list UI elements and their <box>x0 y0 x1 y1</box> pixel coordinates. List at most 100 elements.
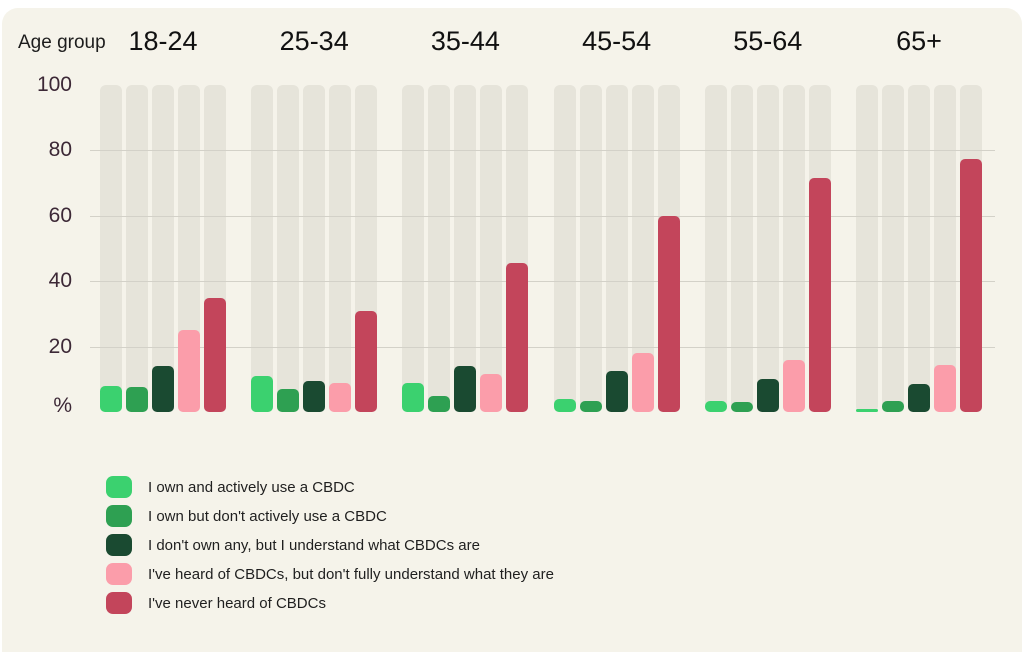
category-label: 35-44 <box>430 26 500 56</box>
bar-track <box>454 85 477 412</box>
category-label: 18-24 <box>128 26 198 56</box>
bar <box>657 215 680 412</box>
legend-label: I don't own any, but I understand what C… <box>148 536 480 554</box>
bar-track <box>303 85 326 412</box>
legend-label: I own and actively use a CBDC <box>148 478 355 496</box>
legend-swatch <box>106 476 132 498</box>
bar-track <box>605 85 628 412</box>
category-label: 25-34 <box>279 26 349 56</box>
bar <box>808 178 831 412</box>
category-label: 65+ <box>896 26 942 56</box>
bar-track <box>355 85 378 412</box>
bar-track <box>881 85 904 412</box>
plot-area <box>100 85 982 412</box>
bar <box>204 297 226 412</box>
bar <box>855 408 878 412</box>
bar <box>730 402 753 412</box>
bar <box>579 400 602 412</box>
bar-track <box>100 85 122 412</box>
bar-track <box>704 85 727 412</box>
gridline <box>90 150 995 152</box>
bar <box>402 382 425 412</box>
y-axis-unit-label: % <box>53 394 72 417</box>
bar-track <box>428 85 451 412</box>
y-axis-tick-label: 20 <box>48 334 72 358</box>
legend-swatch <box>106 563 132 585</box>
bar-track <box>756 85 779 412</box>
gridline <box>90 215 995 217</box>
legend-label: I own but don't actively use a CBDC <box>148 507 387 525</box>
bar-track <box>204 85 226 412</box>
y-axis-tick-label: 40 <box>48 269 72 293</box>
legend-row: I own and actively use a CBDC <box>106 476 554 498</box>
category-label: 55-64 <box>733 26 803 56</box>
legend-label: I've heard of CBDCs, but don't fully und… <box>148 565 554 583</box>
bar-track <box>277 85 300 412</box>
bar <box>959 158 982 412</box>
bar <box>303 380 326 412</box>
bar <box>454 366 477 412</box>
bar-track <box>579 85 602 412</box>
age-group-axis-label: Age group <box>18 32 106 53</box>
bar-track <box>402 85 425 412</box>
bar-track <box>855 85 878 412</box>
bar <box>126 387 148 412</box>
bar <box>631 353 654 412</box>
bar-track <box>553 85 576 412</box>
bar <box>329 382 352 412</box>
bar-track <box>251 85 274 412</box>
bar <box>605 371 628 412</box>
legend: I own and actively use a CBDC I own but d… <box>106 476 554 621</box>
bar-track <box>178 85 200 412</box>
gridline <box>90 346 995 348</box>
bar-track <box>480 85 503 412</box>
bar <box>704 400 727 412</box>
legend-label: I've never heard of CBDCs <box>148 594 326 612</box>
bar-group <box>553 85 680 412</box>
bar-track <box>730 85 753 412</box>
bar <box>933 364 956 412</box>
bar <box>251 376 274 412</box>
bar <box>506 263 529 412</box>
bar-group <box>100 85 226 412</box>
legend-row: I don't own any, but I understand what C… <box>106 534 554 556</box>
bar-track <box>152 85 174 412</box>
bar <box>277 389 300 412</box>
bar-track <box>907 85 930 412</box>
bar-group <box>251 85 378 412</box>
bar-track <box>782 85 805 412</box>
bar-track <box>808 85 831 412</box>
legend-row: I own but don't actively use a CBDC <box>106 505 554 527</box>
bar-track <box>959 85 982 412</box>
bar <box>428 395 451 412</box>
bar-group <box>704 85 831 412</box>
category-label: 45-54 <box>582 26 652 56</box>
bar-track <box>933 85 956 412</box>
gridline <box>90 281 995 283</box>
y-axis-tick-label: 100 <box>36 73 72 96</box>
legend-row: I've heard of CBDCs, but don't fully und… <box>106 563 554 585</box>
bar-track <box>506 85 529 412</box>
bar <box>480 374 503 412</box>
bar-track <box>126 85 148 412</box>
bar-group <box>402 85 529 412</box>
bar <box>782 359 805 412</box>
legend-swatch <box>106 505 132 527</box>
bar <box>907 384 930 412</box>
legend-swatch <box>106 534 132 556</box>
bar-track <box>631 85 654 412</box>
bar-group <box>855 85 982 412</box>
y-axis-tick-label: 80 <box>48 138 72 162</box>
bar <box>100 385 122 412</box>
bar <box>881 400 904 412</box>
bar-track <box>329 85 352 412</box>
bar <box>152 366 174 412</box>
bar-track <box>657 85 680 412</box>
bar <box>553 398 576 412</box>
bar <box>178 330 200 412</box>
legend-swatch <box>106 592 132 614</box>
y-axis-tick-label: 60 <box>48 203 72 227</box>
bar <box>355 310 378 412</box>
legend-row: I've never heard of CBDCs <box>106 592 554 614</box>
bar <box>756 379 779 412</box>
